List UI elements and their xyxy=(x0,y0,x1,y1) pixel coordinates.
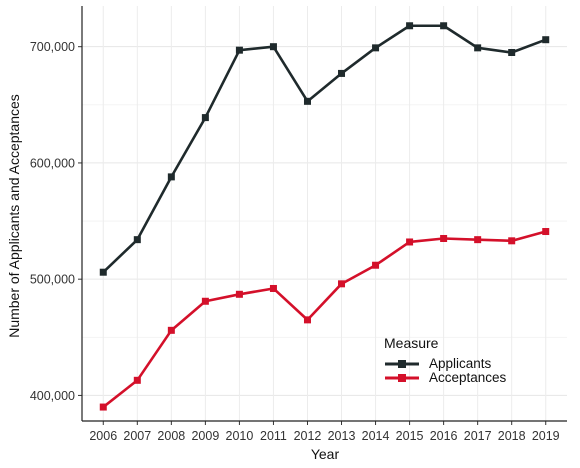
data-point-acceptances xyxy=(338,280,346,288)
data-point-acceptances xyxy=(303,316,311,324)
data-point-acceptances xyxy=(201,297,209,305)
legend: Measure Applicants Acceptances xyxy=(384,335,507,385)
data-point-acceptances xyxy=(406,238,414,246)
x-tick-label: 2008 xyxy=(157,429,185,443)
x-tick-label: 2006 xyxy=(89,429,117,443)
data-point-applicants xyxy=(99,268,107,276)
y-tick-label: 500,000 xyxy=(30,273,75,287)
data-point-applicants xyxy=(167,173,175,181)
data-point-acceptances xyxy=(440,234,448,242)
data-point-acceptances xyxy=(167,326,175,334)
x-tick-label: 2012 xyxy=(294,429,322,443)
data-point-acceptances xyxy=(99,403,107,411)
series-line-applicants xyxy=(102,24,547,274)
data-point-acceptances xyxy=(133,376,141,384)
y-tick-label: 600,000 xyxy=(30,156,75,170)
series-applicants xyxy=(99,22,550,276)
x-tick-label: 2011 xyxy=(260,429,287,443)
data-point-acceptances xyxy=(508,237,516,245)
x-tick-label: 2019 xyxy=(532,429,560,443)
x-tick-label: 2014 xyxy=(362,429,390,443)
x-axis-title: Year xyxy=(311,446,340,462)
data-point-applicants xyxy=(542,36,550,44)
data-point-applicants xyxy=(474,44,482,52)
data-point-acceptances xyxy=(235,290,243,298)
legend-marker-applicants xyxy=(398,360,406,368)
data-point-acceptances xyxy=(372,261,380,269)
data-point-applicants xyxy=(269,43,277,51)
x-tick-label: 2010 xyxy=(226,429,254,443)
x-tick-label: 2018 xyxy=(498,429,526,443)
data-point-acceptances xyxy=(542,228,550,236)
x-tick-label: 2017 xyxy=(464,429,492,443)
data-point-acceptances xyxy=(474,236,482,244)
legend-label-acceptances: Acceptances xyxy=(429,370,507,385)
y-axis-title: Number of Applicants and Acceptances xyxy=(6,94,22,338)
x-tick-label: 2016 xyxy=(430,429,458,443)
data-point-applicants xyxy=(133,236,141,244)
legend-label-applicants: Applicants xyxy=(429,356,492,371)
x-tick-label: 2013 xyxy=(328,429,356,443)
y-tick-label: 700,000 xyxy=(30,40,75,54)
data-point-applicants xyxy=(201,114,209,122)
legend-title: Measure xyxy=(384,335,439,351)
data-point-applicants xyxy=(372,44,380,52)
data-point-applicants xyxy=(406,22,414,30)
data-point-applicants xyxy=(235,46,243,54)
series-acceptances xyxy=(99,228,550,411)
legend-item-acceptances: Acceptances xyxy=(385,370,507,385)
x-tick-label: 2007 xyxy=(123,429,151,443)
series-line-acceptances xyxy=(102,230,547,409)
y-tick-label: 400,000 xyxy=(30,389,75,403)
axes: 400,000 500,000 600,000 700,000 2006 2007 2008… xyxy=(30,6,567,443)
legend-marker-acceptances xyxy=(398,374,406,382)
x-tick-label: 2015 xyxy=(396,429,424,443)
x-tick-label: 2009 xyxy=(191,429,219,443)
grid-lines xyxy=(82,6,567,421)
series-layer xyxy=(99,22,550,411)
data-point-applicants xyxy=(440,22,448,30)
data-point-applicants xyxy=(338,69,346,77)
legend-item-applicants: Applicants xyxy=(385,356,492,371)
data-point-applicants xyxy=(508,48,516,56)
data-point-acceptances xyxy=(269,284,277,292)
data-point-applicants xyxy=(303,97,311,105)
